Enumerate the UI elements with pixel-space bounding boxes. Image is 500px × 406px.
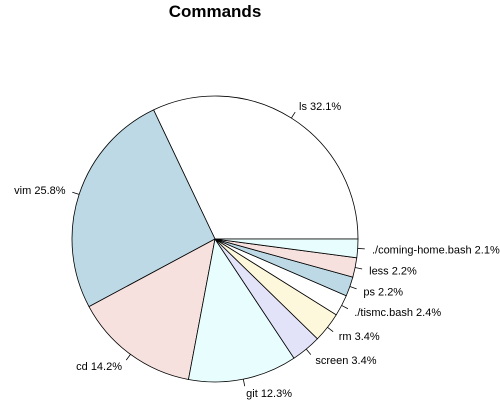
pie-leader-line — [341, 305, 349, 310]
pie-slices — [71, 95, 359, 383]
pie-leader-line — [305, 348, 312, 355]
pie-slice — [214, 238, 359, 259]
pie-slice-label: vim 25.8% — [14, 185, 66, 197]
pie-slice-label: rm 3.4% — [339, 331, 380, 343]
pie-slice-label: ls 32.1% — [299, 101, 341, 113]
pie-slice — [71, 109, 216, 308]
pie-leader-lines — [72, 111, 365, 387]
pie-leader-line — [125, 354, 131, 361]
pie-slice-label: ps 2.2% — [363, 286, 403, 298]
pie-labels: ls 32.1% vim 25.8% cd 14.2% git 12.3% screen… — [14, 101, 500, 400]
pie-leader-line — [349, 286, 357, 290]
pie-slice-label: screen 3.4% — [315, 355, 376, 367]
pie-slice — [153, 95, 359, 240]
pie-leader-line — [355, 267, 363, 270]
pie-slice-label: ./coming-home.bash 2.1% — [372, 244, 500, 256]
pie-slice-label: cd 14.2% — [76, 361, 122, 373]
pie-slice-label: ./tismc.bash 2.4% — [354, 307, 441, 319]
pie-leader-line — [291, 111, 296, 119]
chart-title: Commands — [169, 2, 262, 21]
pie-slice-label: less 2.2% — [369, 265, 417, 277]
pie-leader-line — [242, 379, 246, 387]
pie-leader-line — [327, 326, 334, 333]
pie-slice — [88, 238, 216, 380]
pie-leader-line — [72, 191, 80, 195]
pie-slice — [187, 237, 295, 383]
pie-slice-label: git 12.3% — [246, 388, 292, 400]
